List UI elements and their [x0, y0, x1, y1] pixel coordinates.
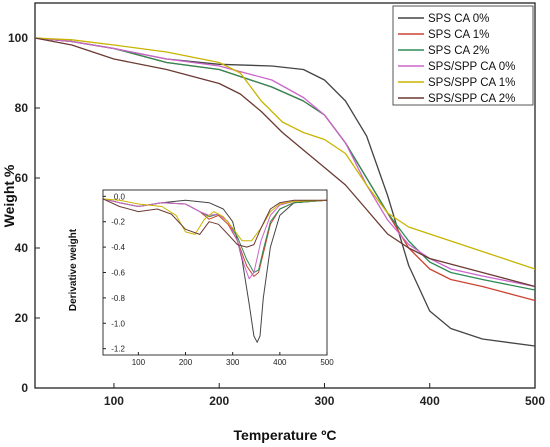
inset-background — [103, 190, 327, 355]
inset-series-sps-spp-ca-0pct — [102, 198, 328, 280]
inset-series-sps-spp-ca-2pct — [102, 198, 327, 248]
inset-x-tick-label: 200 — [179, 358, 193, 367]
main-x-tick-label: 300 — [314, 394, 334, 408]
inset-y-tick-label: 0.0 — [114, 192, 126, 201]
legend-box — [392, 5, 534, 106]
inset-x-tick-label: 100 — [132, 358, 146, 367]
inset-y-tick-label: -0.6 — [111, 269, 125, 278]
main-y-tick-label: 20 — [15, 311, 29, 325]
main-y-axis-title: Weight % — [1, 164, 17, 227]
inset-x-tick-label: 400 — [273, 358, 287, 367]
legend-label-sps-spp-ca-2pct: SPS/SPP CA 2% — [428, 93, 515, 105]
inset-x-tick-label: 300 — [226, 358, 240, 367]
main-y-tick-label: 0 — [21, 381, 28, 395]
main-ticks: 100 200 300 400 500 0 20 40 60 80 100 — [8, 31, 545, 408]
legend-label-sps-spp-ca-1pct: SPS/SPP CA 1% — [428, 77, 515, 89]
inset-series-sps-spp-ca-1pct — [102, 198, 328, 242]
legend-label-sps-ca-0pct: SPS CA 0% — [428, 13, 489, 25]
inset-y-axis-title: Derivative weight — [68, 228, 79, 311]
main-y-tick-label: 60 — [15, 171, 29, 185]
main-series-lines — [34, 37, 536, 347]
main-plot-frame — [34, 2, 536, 389]
legend-label-sps-ca-2pct: SPS CA 2% — [428, 45, 489, 57]
inset-y-tick-label: -0.4 — [111, 243, 125, 252]
main-x-tick-label: 100 — [104, 394, 124, 408]
main-y-tick-label: 100 — [8, 31, 28, 45]
main-x-axis-title: Temperature ºC — [234, 427, 337, 443]
main-y-tick-label: 40 — [15, 241, 29, 255]
main-series-sps-spp-ca-2pct — [34, 37, 536, 288]
main-x-tick-label: 500 — [525, 394, 545, 408]
main-x-tick-label: 200 — [209, 394, 229, 408]
legend: SPS CA 0% SPS CA 1% SPS CA 2% SPS/SPP CA 0%… — [392, 5, 534, 106]
legend-label-sps-ca-1pct: SPS CA 1% — [428, 29, 489, 41]
inset-y-tick-label: -1.2 — [111, 345, 125, 354]
inset-ticks: 100 200 300 400 500 0.0 -0.2 -0.4 -0.6 -0.8 -1.0 -1… — [103, 192, 334, 367]
inset-series-lines — [102, 198, 328, 343]
legend-label-sps-spp-ca-0pct: SPS/SPP CA 0% — [428, 61, 515, 73]
main-y-tick-label: 80 — [15, 101, 29, 115]
inset-y-tick-label: -1.0 — [111, 319, 125, 328]
inset-y-tick-label: -0.8 — [111, 294, 125, 303]
inset-x-tick-label: 500 — [320, 358, 334, 367]
main-series-sps-spp-ca-0pct — [34, 37, 536, 288]
main-series-sps-spp-ca-1pct — [34, 37, 536, 270]
inset-y-tick-label: -0.2 — [111, 218, 125, 227]
main-x-tick-label: 400 — [420, 394, 440, 408]
